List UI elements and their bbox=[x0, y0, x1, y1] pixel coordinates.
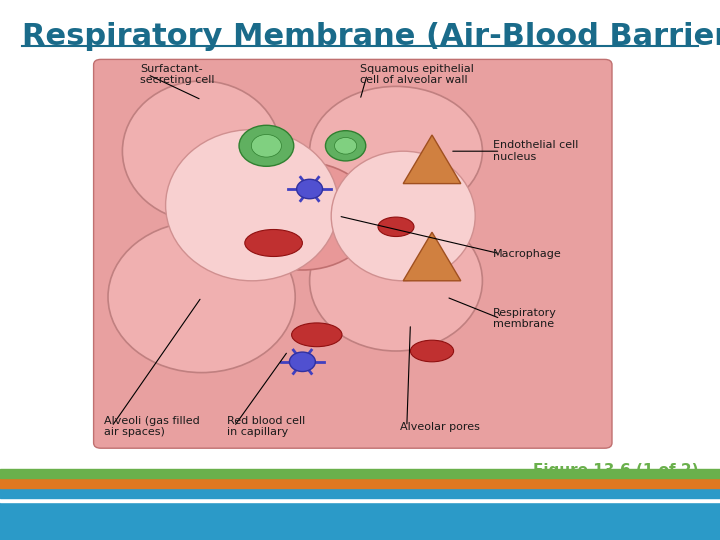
Circle shape bbox=[297, 179, 323, 199]
Text: Squamous epithelial
cell of alveolar wall: Squamous epithelial cell of alveolar wal… bbox=[360, 64, 474, 85]
Text: Copyright © 2009 Pearson Education Inc.,  publishing as Benjamin Cummings: Copyright © 2009 Pearson Education Inc.,… bbox=[169, 515, 551, 524]
Ellipse shape bbox=[410, 340, 454, 362]
Ellipse shape bbox=[310, 86, 482, 216]
Text: Respiratory Membrane (Air-Blood Barrier): Respiratory Membrane (Air-Blood Barrier) bbox=[22, 22, 720, 51]
Ellipse shape bbox=[108, 221, 295, 373]
Ellipse shape bbox=[166, 130, 338, 281]
Text: Alveoli (gas filled
air spaces): Alveoli (gas filled air spaces) bbox=[104, 416, 200, 437]
Ellipse shape bbox=[122, 81, 281, 221]
Ellipse shape bbox=[230, 162, 374, 270]
Ellipse shape bbox=[378, 217, 414, 237]
Text: Macrophage: Macrophage bbox=[493, 249, 562, 259]
Ellipse shape bbox=[331, 151, 475, 281]
FancyBboxPatch shape bbox=[94, 59, 612, 448]
Text: Surfactant-
secreting cell: Surfactant- secreting cell bbox=[140, 64, 215, 85]
Circle shape bbox=[289, 352, 315, 372]
Text: Endothelial cell
nucleus: Endothelial cell nucleus bbox=[493, 140, 579, 162]
Circle shape bbox=[251, 134, 282, 157]
Polygon shape bbox=[403, 232, 461, 281]
Ellipse shape bbox=[292, 323, 342, 347]
Ellipse shape bbox=[310, 211, 482, 351]
Circle shape bbox=[335, 138, 356, 154]
Ellipse shape bbox=[245, 230, 302, 256]
Circle shape bbox=[239, 125, 294, 166]
Polygon shape bbox=[403, 135, 461, 184]
Text: Red blood cell
in capillary: Red blood cell in capillary bbox=[227, 416, 305, 437]
Text: Alveolar pores: Alveolar pores bbox=[400, 422, 480, 431]
Text: Figure 13.6 (1 of 2): Figure 13.6 (1 of 2) bbox=[533, 463, 698, 478]
Circle shape bbox=[325, 131, 366, 161]
Text: Respiratory
membrane: Respiratory membrane bbox=[493, 308, 557, 329]
